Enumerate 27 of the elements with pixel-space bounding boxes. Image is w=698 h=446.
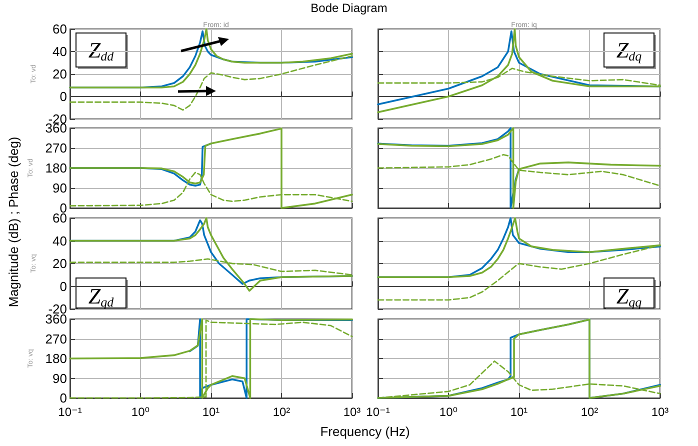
y-tick-label: 60 [52, 22, 67, 36]
y-tick-label: 270 [45, 331, 67, 346]
y-tick-label: 40 [52, 233, 67, 248]
y-tick-label: 40 [52, 44, 67, 59]
chart-title: Bode Diagram [310, 1, 388, 15]
y-tick-label: 0 [60, 278, 67, 294]
y-tick-label: 90 [52, 370, 67, 386]
y-tick-label: 270 [45, 140, 67, 156]
x-tick-label: 10⁰ [131, 405, 150, 419]
y-tick-label: 0 [60, 390, 67, 406]
x-tick-label: 10¹ [202, 405, 220, 419]
text: Magnitude (dB) ; Phase (deg) [5, 136, 22, 310]
x-tick-label: 10⁰ [439, 405, 458, 419]
x-axis-title: Frequency (Hz) [319, 424, 411, 439]
y-tick-label: 0 [60, 89, 67, 104]
x-tick-label: 10² [580, 405, 598, 419]
y-tick-label: 20 [52, 256, 67, 271]
x-tick-label: 10³ [343, 405, 361, 419]
x-tick-label: 10⁻¹ [58, 405, 82, 419]
x-tick-label: 10² [272, 405, 290, 419]
x-tick-label: 10⁻¹ [366, 405, 390, 419]
y-tick-label: 90 [52, 180, 67, 196]
y-tick-label: 180 [45, 160, 67, 176]
x-tick-label: 10¹ [510, 405, 528, 419]
y-tick-label: 180 [45, 351, 67, 366]
x-tick-label: 10³ [651, 405, 669, 419]
y-tick-label: 20 [52, 66, 67, 82]
